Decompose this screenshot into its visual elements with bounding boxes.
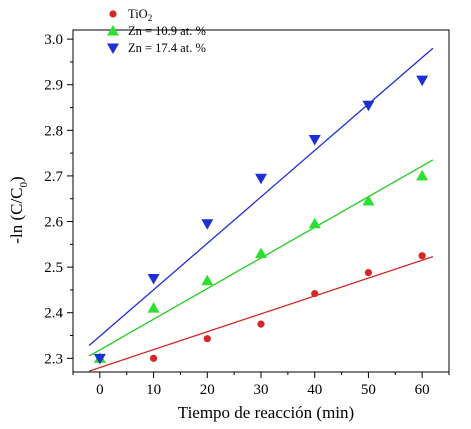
legend-marker-2 <box>107 43 119 54</box>
y-tick-label: 2.8 <box>44 123 63 139</box>
data-point-series-1 <box>255 247 267 258</box>
data-point-series-1 <box>201 274 214 286</box>
data-point-series-2 <box>93 353 106 365</box>
data-point-series-1 <box>147 302 160 313</box>
data-point-series-2 <box>147 274 160 285</box>
data-point-series-0 <box>257 320 265 328</box>
data-point-series-2 <box>362 100 375 112</box>
y-axis-title: -ln (C/C0) <box>7 176 30 243</box>
y-tick-label: 2.4 <box>44 306 63 322</box>
y-tick-label: 3.0 <box>44 32 63 48</box>
fit-line-series-0 <box>88 256 434 372</box>
legend-marker-1 <box>107 25 119 36</box>
data-point-series-2 <box>255 173 267 185</box>
x-tick-label: 60 <box>415 382 430 398</box>
data-point-series-1 <box>416 169 429 181</box>
x-tick-label: 30 <box>254 382 269 398</box>
data-point-series-0 <box>203 335 211 343</box>
y-tick-label: 2.5 <box>44 260 63 276</box>
y-axis-title-tail: ) <box>7 176 26 182</box>
fit-line-series-1 <box>88 159 434 357</box>
data-point-series-0 <box>364 268 373 277</box>
legend-label-0: TiO2 <box>128 7 152 23</box>
x-tick-label: 40 <box>307 382 322 398</box>
y-tick-label: 2.6 <box>44 215 63 231</box>
x-tick-label: 0 <box>96 382 104 398</box>
fit-line-series-2 <box>88 47 434 347</box>
data-point-series-2 <box>416 75 429 87</box>
x-axis-title: Tiempo de reacción (min) <box>178 403 354 422</box>
x-tick-label: 20 <box>200 382 215 398</box>
y-tick-label: 2.3 <box>44 351 63 367</box>
x-axis-ticks: 0 10 20 30 40 50 60 <box>72 372 450 398</box>
x-tick-label: 10 <box>146 382 161 398</box>
y-axis-title-main: -ln (C/C <box>7 187 26 243</box>
y-axis-title-subscript: 0 <box>18 181 30 187</box>
y-tick-label: 2.9 <box>44 78 63 94</box>
data-markers <box>93 75 429 365</box>
legend-label-2: Zn = 17.4 at. % <box>128 41 206 55</box>
y-axis-ticks: 2.3 2.4 2.5 2.6 2.7 2.8 2.9 3.0 <box>44 32 73 367</box>
data-point-series-0 <box>311 289 319 298</box>
y-tick-label: 2.7 <box>44 169 63 185</box>
data-point-series-2 <box>201 219 214 230</box>
legend-label-1: Zn = 10.9 at. % <box>128 24 206 38</box>
data-point-series-2 <box>308 134 321 146</box>
data-point-series-0 <box>418 252 426 260</box>
data-point-series-0 <box>149 354 158 362</box>
data-point-series-1 <box>308 217 321 229</box>
fit-lines <box>88 47 434 372</box>
data-point-series-1 <box>362 195 375 206</box>
x-tick-label: 50 <box>361 382 376 398</box>
legend-marker-0 <box>109 10 117 18</box>
